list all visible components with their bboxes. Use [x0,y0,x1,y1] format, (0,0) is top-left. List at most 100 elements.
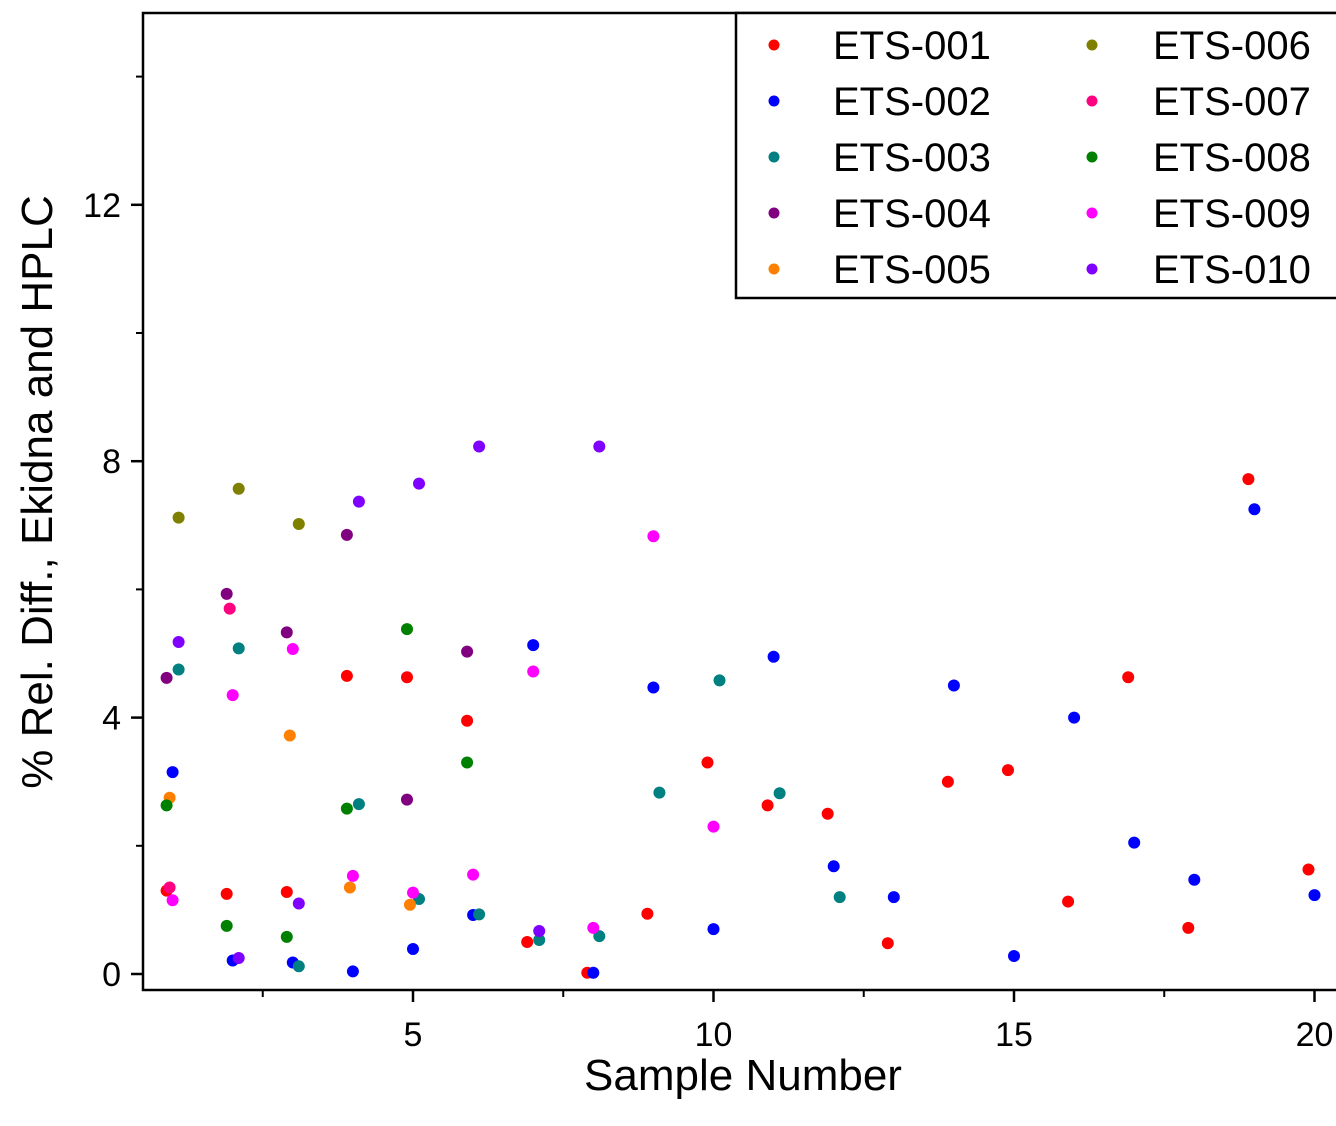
data-point [467,868,480,881]
data-point [647,530,660,543]
legend-marker [768,151,780,163]
data-point [280,930,293,943]
data-point [407,943,419,956]
data-point [833,891,846,904]
data-point [346,965,359,978]
data-point [413,477,426,490]
data-point [340,528,353,541]
data-point [1242,473,1255,486]
legend-marker [1086,151,1098,163]
legend-label: ETS-007 [1153,80,1311,124]
data-point [533,925,546,938]
data-point [172,663,185,676]
data-point [1062,895,1075,908]
legend-label: ETS-003 [833,136,991,180]
data-point [461,714,474,727]
data-point [292,897,305,910]
data-point [1188,873,1201,886]
data-point [352,495,365,508]
legend-marker [1086,95,1098,107]
points-layer [160,440,1321,979]
legend-marker [768,95,780,107]
data-point [1008,950,1020,963]
data-point [1182,921,1195,934]
legend-label: ETS-001 [833,24,991,68]
data-point [701,756,714,769]
data-point [587,966,600,979]
data-point [283,729,296,742]
data-point [166,766,179,779]
y-tick-label: 4 [102,700,121,738]
legend-label: ETS-009 [1153,192,1311,236]
data-point [163,881,176,894]
data-point [223,602,236,615]
data-point [527,665,540,678]
data-point [292,960,305,973]
data-point [641,907,654,920]
legend-marker [768,263,780,275]
data-point [713,674,726,687]
data-point [172,635,185,648]
data-point [172,511,185,524]
legend-marker [768,39,780,51]
data-point [461,756,474,769]
data-point [346,869,359,882]
data-point [403,898,416,911]
data-point [1122,671,1135,684]
data-point [280,626,293,639]
legend-label: ETS-004 [833,192,991,236]
series-ets-008 [160,623,474,943]
data-point [220,887,233,900]
legend-label: ETS-010 [1153,248,1311,292]
data-point [1068,711,1081,724]
y-tick-label: 0 [102,956,121,994]
data-point [773,787,786,800]
data-point [292,518,305,531]
series-ets-006 [172,482,305,531]
data-point [473,440,486,453]
data-point [166,894,179,907]
data-point [160,799,173,812]
data-point [821,807,834,820]
axis-tick-labels: 5 10 15 20 0 4 8 12 [83,187,1333,1054]
data-point [707,923,720,936]
legend-label: ETS-006 [1153,24,1311,68]
data-point [232,951,245,964]
data-point [400,671,413,684]
data-point [1001,764,1014,777]
data-point [473,908,486,921]
legend-marker [1086,207,1098,219]
x-tick-label: 20 [1296,1016,1334,1054]
data-point [340,802,353,815]
data-point [340,669,353,682]
data-point [400,623,413,636]
data-point [286,643,299,656]
data-point [461,645,474,658]
series-ets-010 [172,440,606,964]
legend-label: ETS-005 [833,248,991,292]
data-point [881,937,894,950]
legend-items: ETS-001 ETS-002 ETS-003 ETS-004 ETS-005 ETS-0… [768,24,1311,292]
data-point [653,786,666,799]
y-axis-title: % Rel. Diff., Ekidna and HPLC [13,195,62,788]
data-point [707,820,720,833]
series-ets-001 [160,473,1315,979]
data-point [587,921,600,934]
data-point [521,935,534,948]
data-point [1302,863,1315,876]
legend-box [734,11,1336,300]
data-point [941,775,954,788]
data-point [593,440,606,453]
series-ets-005 [163,729,416,911]
data-point [1248,503,1261,516]
x-axis-title: Sample Number [584,1051,902,1100]
series-ets-009 [166,530,720,934]
data-point [407,886,419,899]
data-point [647,681,660,694]
data-point [1128,836,1141,849]
data-point [533,934,546,947]
series-ets-002 [166,503,1321,979]
data-point [767,650,780,663]
data-point [593,930,606,943]
